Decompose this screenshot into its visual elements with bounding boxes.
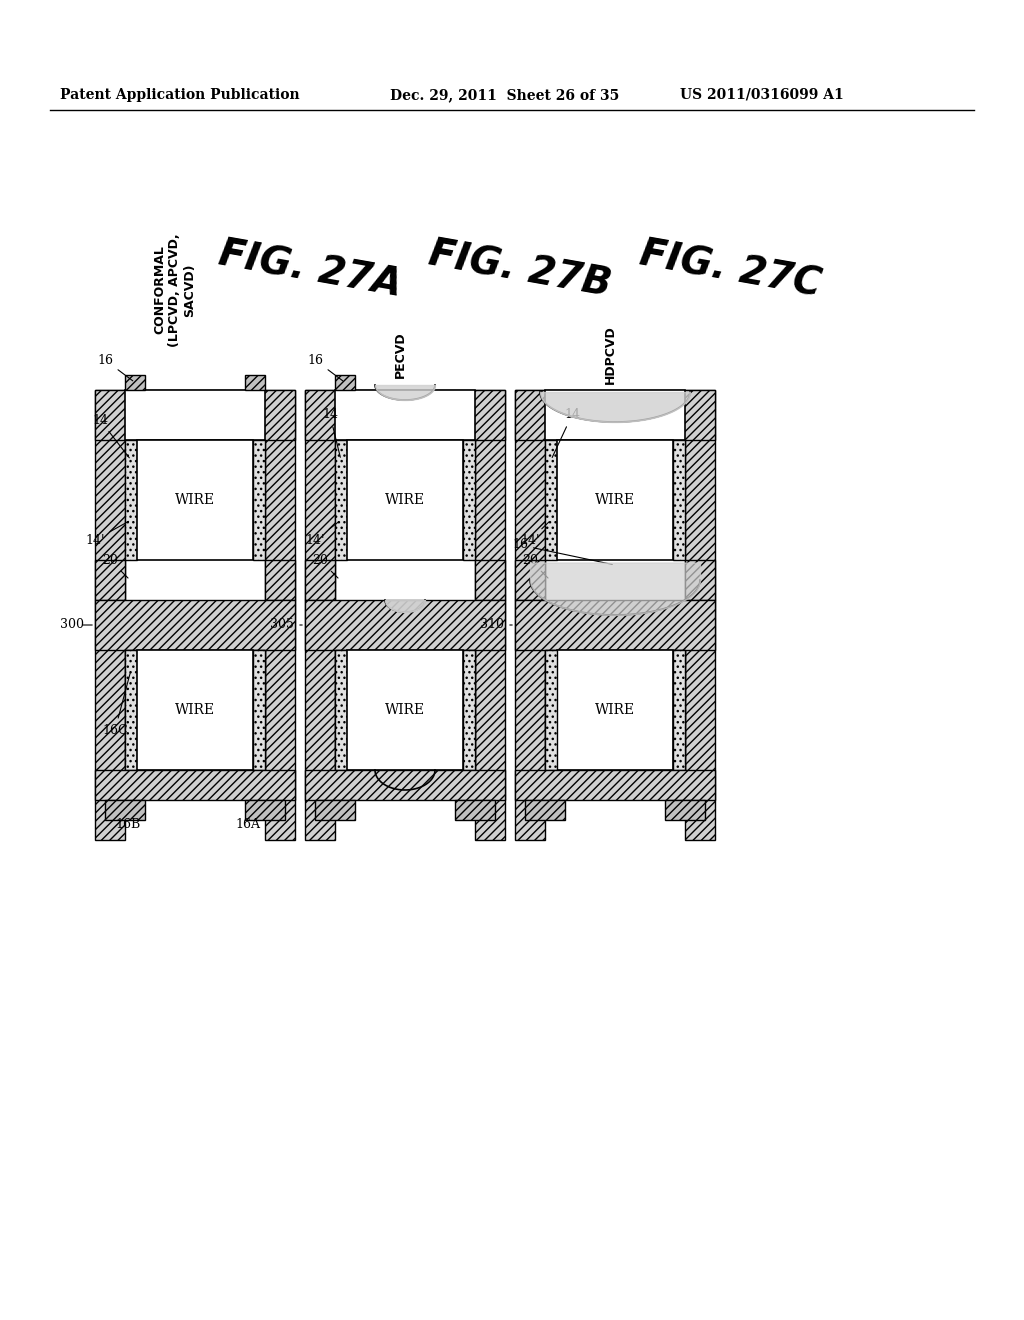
Text: WIRE: WIRE: [385, 492, 425, 507]
Text: 14: 14: [552, 408, 580, 458]
Text: 20: 20: [102, 553, 128, 578]
Text: 20: 20: [522, 553, 548, 578]
Text: 16: 16: [97, 354, 133, 381]
Text: FIG. 27A: FIG. 27A: [215, 235, 404, 305]
Bar: [305, 560, 335, 601]
Bar: [335, 440, 347, 560]
Bar: [95, 389, 125, 840]
Bar: [95, 560, 125, 601]
Bar: [463, 649, 475, 770]
Text: 14: 14: [92, 413, 129, 458]
Text: 16C: 16C: [102, 673, 130, 737]
Text: Patent Application Publication: Patent Application Publication: [60, 88, 300, 102]
Bar: [515, 389, 545, 840]
Text: US 2011/0316099 A1: US 2011/0316099 A1: [680, 88, 844, 102]
Bar: [305, 770, 505, 800]
Bar: [515, 560, 545, 601]
Bar: [95, 601, 295, 649]
Bar: [305, 389, 505, 440]
Bar: [515, 601, 715, 649]
Bar: [245, 375, 265, 389]
Bar: [557, 649, 673, 770]
Text: FIG. 27B: FIG. 27B: [426, 235, 614, 305]
Text: HDPCVD: HDPCVD: [603, 326, 616, 384]
Bar: [545, 649, 557, 770]
Bar: [125, 440, 137, 560]
Bar: [515, 389, 715, 440]
Text: 14': 14': [520, 521, 549, 546]
Bar: [665, 800, 705, 820]
Bar: [125, 389, 265, 440]
Bar: [253, 649, 265, 770]
Bar: [245, 800, 285, 820]
Text: PECVD: PECVD: [393, 331, 407, 379]
Bar: [673, 649, 685, 770]
Text: 16: 16: [512, 539, 612, 565]
Text: WIRE: WIRE: [175, 704, 215, 717]
Text: 16A: 16A: [234, 818, 260, 832]
Bar: [475, 389, 505, 840]
Bar: [545, 440, 557, 560]
Bar: [347, 649, 463, 770]
Bar: [315, 800, 355, 820]
Bar: [463, 440, 475, 560]
Bar: [685, 389, 715, 840]
Bar: [335, 375, 355, 389]
Bar: [335, 649, 475, 770]
Bar: [105, 800, 145, 820]
Bar: [95, 389, 295, 440]
Text: 20: 20: [312, 553, 338, 578]
Text: WIRE: WIRE: [385, 704, 425, 717]
Text: CONFORMAL
(LPCVD, APCVD,
SACVD): CONFORMAL (LPCVD, APCVD, SACVD): [154, 234, 197, 347]
Bar: [685, 560, 715, 601]
Bar: [515, 770, 715, 800]
Bar: [305, 389, 335, 840]
Text: FIG. 27C: FIG. 27C: [636, 235, 823, 305]
Bar: [557, 440, 673, 560]
Text: 300: 300: [60, 619, 84, 631]
Bar: [137, 440, 253, 560]
Bar: [305, 601, 505, 649]
Bar: [253, 440, 265, 560]
Text: 16: 16: [307, 354, 343, 381]
Text: 14': 14': [305, 521, 339, 546]
Bar: [125, 649, 137, 770]
Bar: [475, 560, 505, 601]
Bar: [545, 649, 685, 770]
Bar: [265, 389, 295, 840]
Text: Dec. 29, 2011  Sheet 26 of 35: Dec. 29, 2011 Sheet 26 of 35: [390, 88, 620, 102]
Bar: [137, 649, 253, 770]
Text: WIRE: WIRE: [175, 492, 215, 507]
Text: WIRE: WIRE: [595, 492, 635, 507]
Text: WIRE: WIRE: [595, 704, 635, 717]
Text: 310: 310: [480, 619, 504, 631]
Bar: [673, 440, 685, 560]
Bar: [125, 649, 265, 770]
Bar: [455, 800, 495, 820]
Bar: [525, 800, 565, 820]
Bar: [265, 560, 295, 601]
Bar: [335, 389, 475, 440]
Bar: [545, 389, 685, 440]
Bar: [335, 649, 347, 770]
Text: 16B: 16B: [115, 818, 140, 832]
Bar: [95, 770, 295, 800]
Text: 14: 14: [322, 408, 340, 457]
Text: 305: 305: [270, 619, 294, 631]
Bar: [125, 375, 145, 389]
Text: 14': 14': [85, 521, 129, 546]
Bar: [347, 440, 463, 560]
